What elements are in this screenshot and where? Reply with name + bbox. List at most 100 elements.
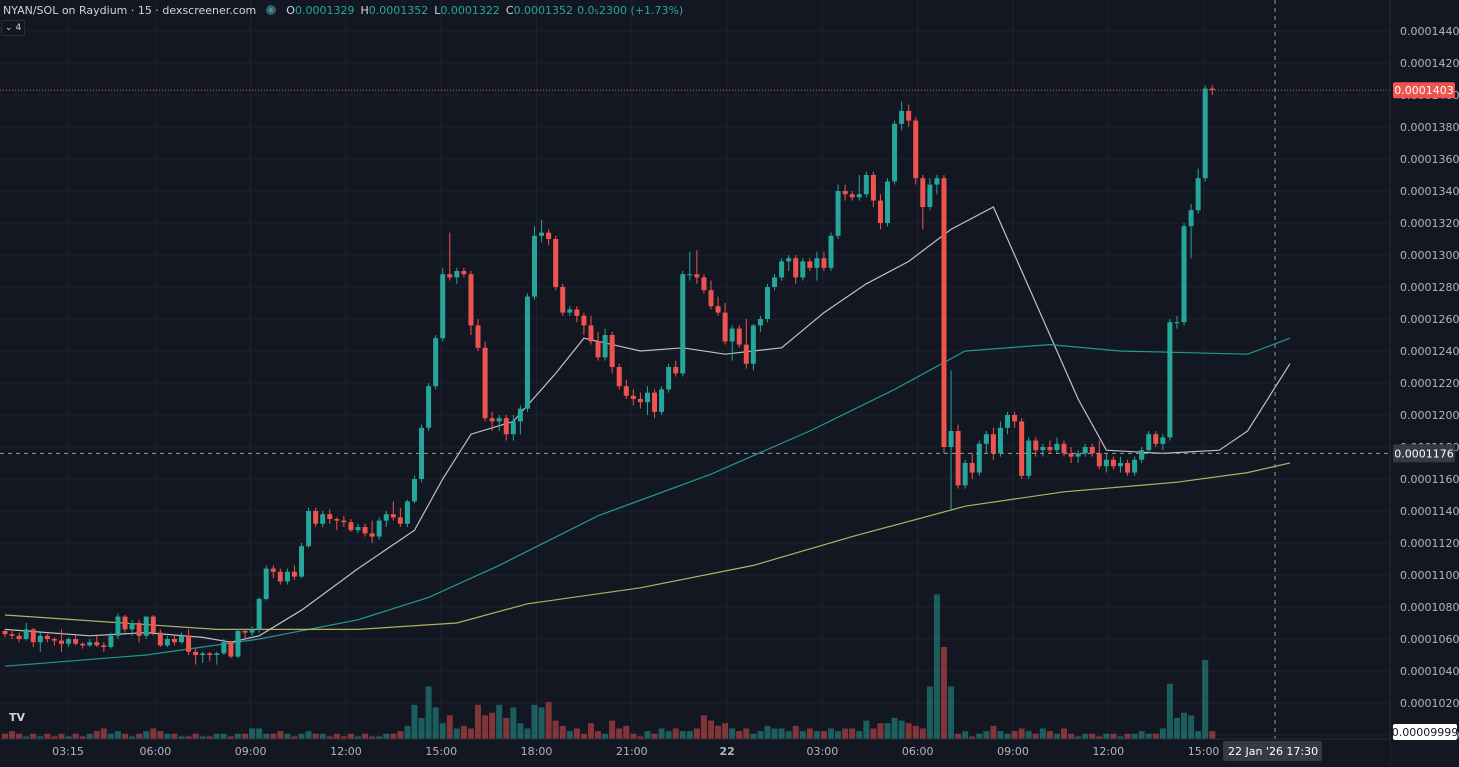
volume-bar [898,720,905,739]
candle-body [764,287,770,319]
candle-body [143,616,149,636]
volume-bar [256,728,263,739]
candle-body [23,629,29,639]
candle-body [404,501,410,524]
candle-body [990,434,996,454]
volume-bar [425,686,432,739]
price-tick-label: 0.0001060 [1400,633,1459,646]
volume-bar [79,736,86,739]
volume-bar [439,723,446,739]
volume-bar [1110,733,1117,739]
volume-bar [234,733,241,739]
volume-bar [799,731,806,739]
volume-bar [524,728,531,739]
candle-body [856,194,862,198]
candle-body [1153,434,1159,444]
candle-body [1209,88,1215,91]
volume-bar [100,728,107,739]
volume-bar [1152,733,1159,739]
volume-bar [623,725,630,739]
tradingview-logo-icon[interactable]: TV [5,708,29,726]
candle-body [468,274,474,326]
candle-body [1033,440,1039,451]
candle-body [835,191,841,236]
eye-icon[interactable] [266,5,277,15]
volume-bar [404,725,411,739]
candle-body [927,184,933,207]
candle-body [376,520,382,537]
volume-bar [1138,731,1145,739]
volume-bar [870,728,877,739]
volume-bar [136,733,143,739]
crosshair-price-badge [1393,444,1455,463]
volume-bar [65,736,72,739]
candle-body [779,261,785,278]
time-tick-label: 03:15 [52,745,84,758]
volume-bar [630,733,637,739]
candle-body [383,514,389,521]
volume-bar [1209,731,1216,739]
time-tick-label: 09:00 [997,745,1029,758]
candle-body [659,389,665,412]
last-price-label: 0.0001403 [1394,84,1454,97]
volume-bar [693,728,700,739]
volume-bar [665,731,672,739]
volume-bar [1068,733,1075,739]
high-label: H [360,3,369,17]
candle-body [1096,453,1102,467]
candle-body [715,306,721,313]
candle-body [327,514,333,519]
volume-bar [969,736,976,739]
candle-body [482,347,488,419]
volume-bar [362,733,369,739]
volume-bar [1018,728,1025,739]
volume-bar [1173,717,1180,739]
candle-body [433,338,439,387]
candle-body [270,568,276,572]
volume-bar [1075,736,1082,739]
candle-body [814,258,820,268]
volume-bar [863,720,870,739]
volume-bar [891,717,898,739]
candle-body [680,274,686,374]
volume-bar [178,736,185,739]
candle-body [1146,434,1152,451]
candle-body [708,290,714,307]
crosshair-price-label: 0.0001176 [1394,447,1454,460]
candle-body [115,616,121,636]
price-tick-label: 0.0001200 [1400,409,1459,422]
volume-bar [2,733,8,739]
candle-body [277,571,283,582]
candle-body [1125,463,1131,473]
candle-body [242,631,248,633]
volume-bar [312,733,319,739]
candle-body [496,418,502,422]
price-tick-label: 0.0001100 [1400,569,1459,582]
candle-body [630,395,636,399]
candle-body [221,642,227,654]
candle-body [171,639,177,643]
candle-body [249,629,255,633]
candle-body [87,642,93,646]
volume-bar [369,736,376,739]
close-value: 0.0001352 [513,3,574,17]
volume-bar [263,733,270,739]
time-tick-label: 03:00 [807,745,839,758]
volume-bar [390,733,397,739]
indicators-collapse-button[interactable]: ⌄ 4 [1,20,26,36]
volume-bar [997,731,1004,739]
price-tick-label: 0.0001220 [1400,377,1459,390]
candle-body [306,511,312,547]
candle-body [687,274,693,276]
candle-body [475,325,481,348]
open-value: 0.0001329 [294,3,355,17]
volume-bar [242,733,249,739]
volume-bar [86,733,93,739]
volume-bar [856,731,863,739]
candle-body [666,367,672,390]
chevron-down-icon: ⌄ [5,23,13,33]
candle-body [757,319,763,326]
volume-bar [1159,728,1166,739]
volume-bar [418,717,425,739]
